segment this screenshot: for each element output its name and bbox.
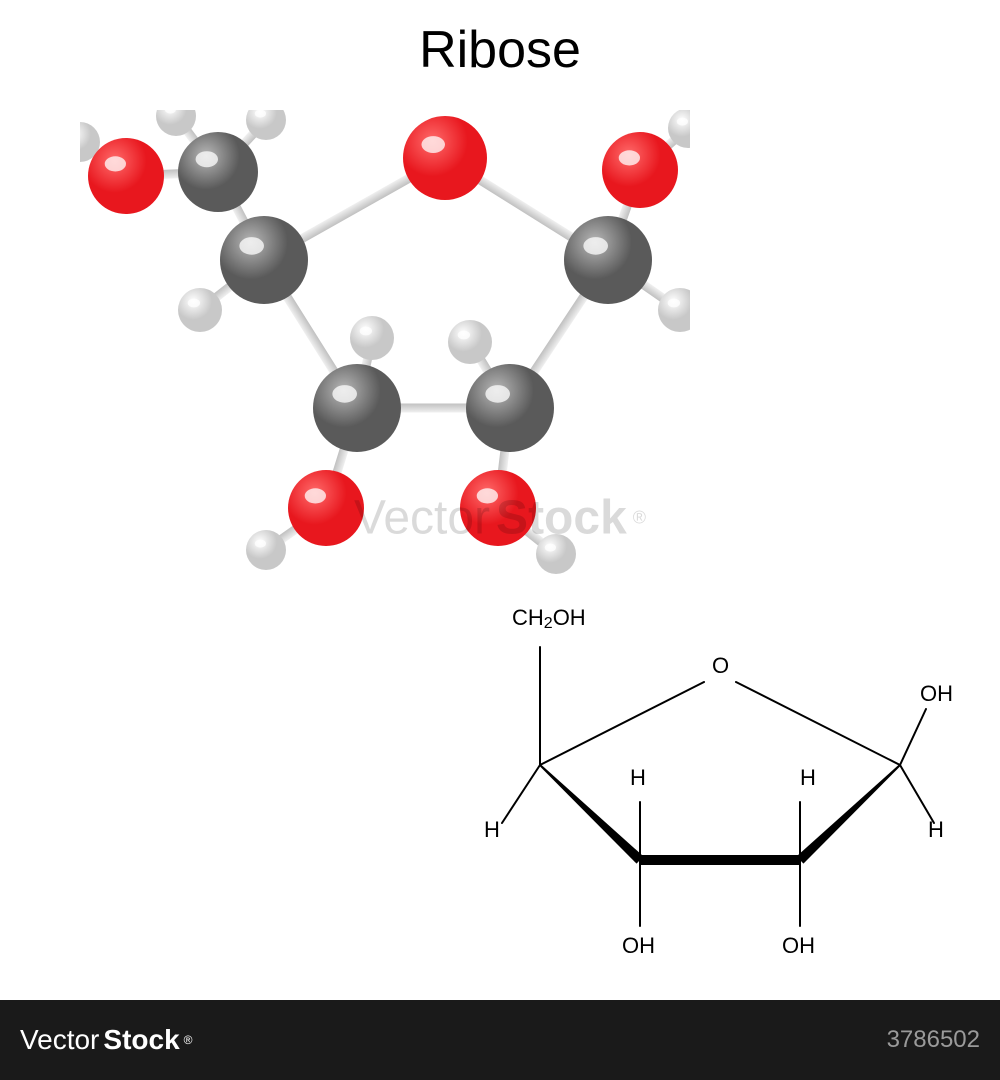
- skeletal-label: OH: [622, 933, 655, 958]
- skeletal-label: OH: [920, 681, 953, 706]
- atom-o: [602, 132, 678, 208]
- watermark-brand: VectorStock ®: [20, 1024, 192, 1056]
- page-title: Ribose: [419, 20, 581, 80]
- atom-o: [288, 470, 364, 546]
- atom-c: [466, 364, 554, 452]
- atom-h: [448, 320, 492, 364]
- skeletal-label: O: [712, 653, 729, 678]
- atom-o: [403, 116, 487, 200]
- molecule-3d-model: [80, 110, 690, 590]
- skeletal-label: H: [800, 765, 816, 790]
- skeletal-formula: CH2OH O OH H H H H OH OH: [460, 605, 980, 985]
- atom-h: [536, 534, 576, 574]
- watermark-stock: Stock: [103, 1024, 179, 1056]
- watermark-vector: Vector: [20, 1024, 99, 1056]
- atoms-group: [80, 110, 690, 574]
- watermark-registered: ®: [184, 1033, 193, 1047]
- watermark-id: 3786502: [887, 1026, 980, 1054]
- atom-h: [178, 288, 222, 332]
- atom-c: [564, 216, 652, 304]
- atom-o: [460, 470, 536, 546]
- atom-h: [246, 530, 286, 570]
- watermark-bar: VectorStock ® 3786502: [0, 1000, 1000, 1080]
- atom-c: [220, 216, 308, 304]
- skeletal-label: OH: [782, 933, 815, 958]
- atom-h: [350, 316, 394, 360]
- atom-c: [178, 132, 258, 212]
- atom-c: [313, 364, 401, 452]
- skeletal-label: H: [630, 765, 646, 790]
- skeletal-label: H: [928, 817, 944, 842]
- atom-o: [88, 138, 164, 214]
- skeletal-label: CH2OH: [512, 605, 586, 632]
- skeletal-label: H: [484, 817, 500, 842]
